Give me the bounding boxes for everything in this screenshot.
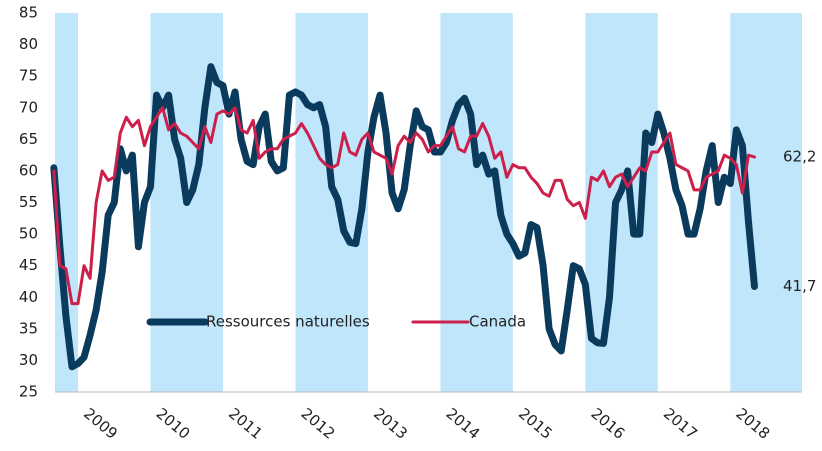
x-tick-label: 2011	[225, 404, 266, 442]
y-tick-label: 75	[19, 67, 38, 85]
y-tick-label: 25	[19, 383, 38, 401]
y-tick-label: 35	[19, 319, 38, 337]
x-tick-label: 2009	[80, 404, 121, 442]
y-tick-label: 80	[19, 35, 38, 53]
x-tick-label: 2014	[443, 404, 484, 442]
x-tick-label: 2017	[660, 404, 701, 442]
year-band	[585, 13, 658, 392]
legend-label: Canada	[469, 313, 526, 331]
year-band	[295, 13, 368, 392]
y-tick-label: 85	[19, 4, 38, 22]
legend-label: Ressources naturelles	[206, 313, 370, 331]
x-tick-label: 2012	[298, 404, 339, 442]
x-tick-label: 2015	[515, 404, 556, 442]
y-tick-label: 30	[19, 351, 38, 369]
y-tick-label: 55	[19, 193, 38, 211]
y-tick-label: 60	[19, 161, 38, 179]
value-label: 41,7	[783, 277, 816, 295]
series-line	[50, 63, 758, 371]
y-tick-label: 40	[19, 288, 38, 306]
series-line	[52, 106, 756, 306]
y-tick-label: 50	[19, 225, 38, 243]
y-tick-label: 65	[19, 130, 38, 148]
x-tick-label: 2010	[153, 404, 194, 442]
y-tick-label: 45	[19, 256, 38, 274]
value-label: 62,2	[783, 148, 816, 166]
year-band	[730, 13, 802, 392]
y-tick-label: 70	[19, 98, 38, 116]
x-tick-label: 2016	[588, 404, 629, 442]
x-tick-label: 2018	[732, 404, 773, 442]
x-tick-label: 2013	[370, 404, 411, 442]
